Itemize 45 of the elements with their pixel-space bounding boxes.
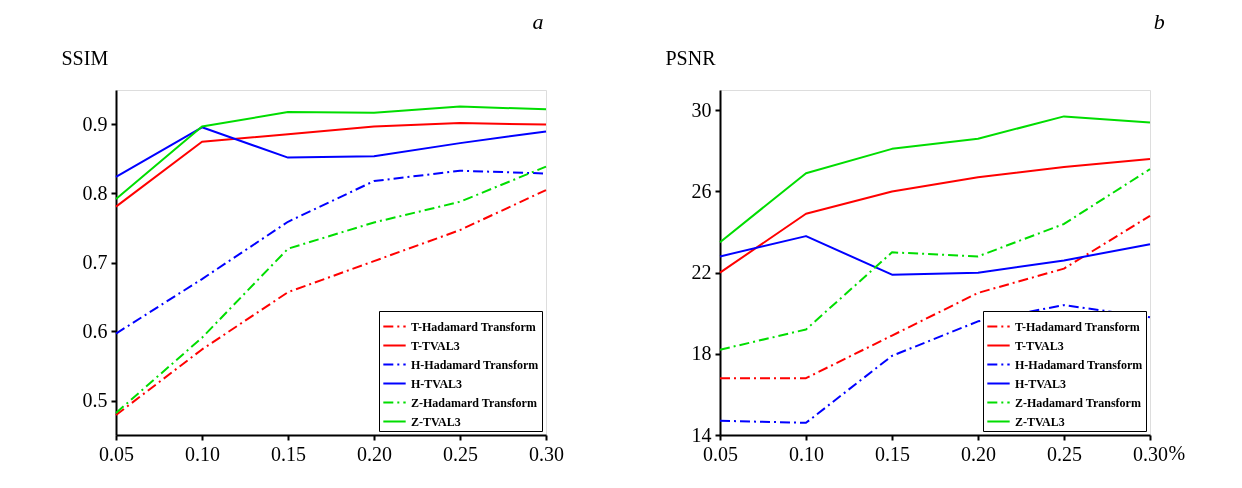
legend-label: T-Hadamard Transform [1015,319,1140,334]
x-tick-label: 0.10 [185,442,220,465]
legend-label: T-TVAL3 [411,338,460,353]
y-tick-label: 18 [691,342,712,365]
x-tick-label: 0.05 [99,442,134,465]
y-tick-label: 0.5 [82,389,108,411]
chart-title: b [1153,9,1165,34]
legend-label: H-Hadamard Transform [411,357,539,372]
chart-title: a [532,9,544,34]
x-tick-label: 0.20 [357,442,392,465]
x-tick-label: 0.30 [529,442,564,465]
x-tick-label: 0.15 [271,442,306,465]
x-tick-label: 0.15 [875,442,910,465]
line-series [719,214,1151,380]
legend-label: Z-TVAL3 [411,414,461,429]
x-tick-label: 0.30 [1133,442,1168,465]
legend-label: Z-Hadamard Transform [411,395,537,410]
line-series [115,122,547,208]
line-series [719,158,1151,274]
legend-label: H-TVAL3 [411,376,463,391]
x-tick-label: 0.25 [1047,442,1082,465]
legend-label: H-Hadamard Transform [1015,357,1143,372]
line-series [719,235,1151,276]
line-series [115,105,547,201]
y-tick-label: 26 [691,179,712,202]
legend-label: Z-Hadamard Transform [1015,395,1141,410]
y-tick-label: 0.8 [82,182,108,204]
legend-label: T-TVAL3 [1015,338,1064,353]
x-tick-label: 0.25 [443,442,478,465]
y-axis-title: SSIM [61,46,109,69]
y-tick-label: 30 [691,98,712,121]
y-tick-label: 0.6 [82,320,108,342]
legend-label: Z-TVAL3 [1015,414,1065,429]
line-series [719,168,1151,351]
y-tick-label: 0.7 [82,251,108,273]
line-series [115,126,547,178]
y-axis-title: PSNR [665,46,717,69]
x-axis-title: % [1168,441,1186,464]
y-tick-label: 0.9 [82,113,108,135]
x-tick-label: 0.10 [789,442,824,465]
line-series [719,115,1151,244]
y-tick-label: 22 [691,261,712,284]
x-tick-label: 0.20 [961,442,996,465]
legend-label: H-TVAL3 [1015,376,1067,391]
legend-label: T-Hadamard Transform [411,319,536,334]
